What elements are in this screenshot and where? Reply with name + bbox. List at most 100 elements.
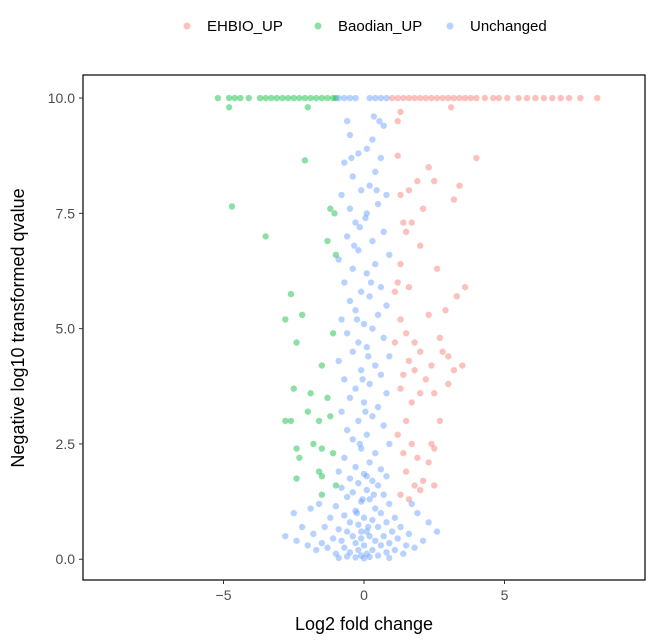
data-point — [346, 297, 354, 305]
data-point — [338, 408, 345, 415]
data-point — [436, 417, 444, 425]
data-point — [360, 542, 368, 549]
data-point — [490, 94, 497, 102]
data-point — [428, 94, 435, 102]
series-Baodian_UP — [214, 94, 340, 498]
data-point — [282, 417, 289, 425]
data-point — [433, 94, 441, 102]
data-point — [256, 94, 264, 102]
data-point — [374, 523, 382, 531]
data-point — [391, 339, 399, 346]
data-point — [349, 489, 356, 496]
data-point — [439, 94, 446, 102]
data-point — [293, 475, 300, 482]
data-point — [374, 552, 382, 559]
data-point — [332, 251, 340, 259]
data-point — [315, 417, 323, 425]
legend-item-Unchanged: Unchanged — [446, 18, 547, 35]
data-point — [422, 376, 430, 383]
data-point — [397, 260, 404, 268]
data-point — [380, 334, 387, 342]
legend-item-Baodian_UP: Baodian_UP — [314, 18, 422, 35]
data-point — [411, 366, 418, 374]
data-point — [372, 537, 379, 544]
data-point — [377, 509, 385, 517]
data-point — [282, 532, 289, 540]
data-point — [366, 496, 373, 503]
data-point — [402, 417, 410, 425]
data-point — [363, 210, 371, 217]
data-point — [515, 94, 522, 102]
data-point — [383, 191, 390, 199]
data-point — [391, 288, 399, 295]
data-point — [331, 210, 338, 217]
data-point — [301, 94, 309, 102]
data-point — [366, 293, 373, 300]
data-point — [343, 330, 351, 337]
data-point — [355, 546, 362, 554]
data-point — [329, 330, 337, 337]
data-point — [450, 196, 458, 203]
data-point — [369, 477, 376, 485]
data-point — [329, 449, 337, 457]
data-point — [335, 94, 342, 102]
data-point — [391, 514, 399, 521]
data-point — [495, 94, 503, 102]
data-point — [481, 94, 489, 102]
data-point — [313, 94, 320, 102]
data-point — [439, 348, 446, 355]
data-point — [310, 530, 317, 538]
data-point — [353, 316, 361, 323]
data-point — [335, 526, 342, 533]
data-point — [394, 279, 401, 286]
data-point — [419, 205, 427, 212]
legend-label: Baodian_UP — [338, 18, 422, 35]
data-point — [436, 334, 444, 342]
data-point — [394, 535, 401, 542]
data-point — [346, 394, 354, 402]
data-point — [411, 94, 418, 102]
data-point — [343, 426, 351, 434]
data-point — [456, 182, 463, 189]
data-point — [357, 187, 365, 194]
data-point — [411, 339, 418, 346]
data-point — [374, 403, 382, 411]
data-point — [341, 94, 348, 102]
data-point — [343, 528, 351, 535]
data-point — [408, 500, 415, 508]
data-point — [318, 473, 326, 480]
data-point — [425, 311, 432, 319]
data-point — [386, 251, 393, 259]
data-point — [363, 473, 371, 480]
data-point — [372, 505, 379, 512]
data-point — [394, 152, 401, 159]
data-point — [431, 177, 438, 185]
data-point — [408, 399, 415, 406]
data-point — [402, 468, 410, 475]
legend-label: Unchanged — [470, 18, 547, 35]
data-point — [383, 302, 390, 309]
data-point — [523, 94, 531, 102]
data-point — [397, 491, 404, 498]
data-point — [414, 509, 421, 517]
series-Unchanged — [282, 94, 441, 562]
data-point — [293, 339, 300, 346]
data-point — [376, 117, 383, 125]
data-point — [324, 544, 331, 551]
data-point — [400, 94, 407, 102]
x-axis-label: Log2 fold change — [295, 614, 433, 634]
data-point — [332, 503, 340, 510]
data-point — [372, 260, 379, 268]
x-tick-label: −5 — [216, 587, 232, 603]
data-point — [400, 371, 407, 378]
data-point — [357, 498, 365, 505]
data-point — [298, 311, 306, 319]
data-point — [386, 539, 393, 547]
data-point — [307, 505, 314, 512]
data-point — [372, 168, 379, 176]
data-point — [366, 459, 373, 466]
data-point — [327, 205, 334, 212]
data-point — [397, 316, 404, 323]
data-point — [402, 542, 410, 549]
data-point — [459, 362, 466, 369]
